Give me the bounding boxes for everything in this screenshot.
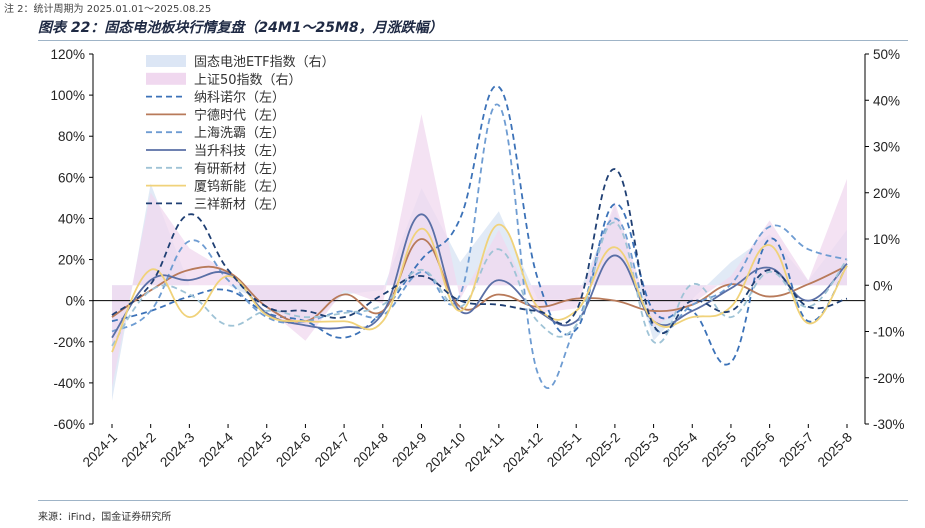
x-tick-label: 2025-2 [583,430,623,470]
x-tick-label: 2025-6 [737,430,777,470]
legend-label: 宁德时代（左） [194,107,285,123]
left-tick-label: 100% [50,88,85,103]
x-tick-label: 2024-5 [235,430,275,470]
x-tick-label: 2025-8 [815,430,855,470]
left-tick-label: 20% [58,253,85,268]
left-tick-label: 80% [58,129,85,144]
x-tick-label: 2024-7 [312,430,352,470]
x-tick-label: 2024-4 [196,429,237,470]
legend-swatch [146,55,186,67]
chart-title: 图表 22：固态电池板块行情复盘（24M1～25M8，月涨跌幅） [38,20,443,36]
left-tick-label: -40% [53,376,85,391]
legend-label: 厦钨新能（左） [194,179,285,195]
line-series-1 [111,85,848,366]
x-tick-label: 2024-11 [462,430,507,475]
legend-label: 纳科诺尔（左） [194,91,285,106]
x-tick-label: 2024-12 [500,430,546,476]
left-tick-label: 60% [58,170,85,185]
x-tick-label: 2025-1 [544,430,584,470]
right-tick-label: -30% [873,417,905,432]
legend-label: 上海洗霸（左） [194,126,285,141]
x-tick-label: 2024-6 [273,430,313,470]
right-tick-label: -10% [873,325,905,340]
right-tick-label: 20% [873,186,900,201]
left-tick-label: -20% [53,335,85,350]
line-series-3 [111,103,848,390]
source-divider [38,500,908,501]
source-note: 来源：iFind，国金证券研究所 [38,512,172,523]
line-series-7 [111,168,848,335]
x-tick-label: 2024-3 [157,430,197,470]
right-tick-label: 30% [873,140,900,155]
x-tick-label: 2024-10 [423,430,469,476]
legend-swatch [146,72,186,85]
line-series-6 [111,223,848,353]
line-series-2 [111,238,848,323]
legend-label: 上证50指数（右） [194,73,302,88]
x-tick-label: 2024-1 [80,430,120,470]
x-tick-label: 2024-8 [351,430,391,470]
right-tick-label: 40% [873,93,900,108]
legend-label: 固态电池ETF指数（右） [194,55,335,70]
left-tick-label: 120% [50,47,85,62]
right-tick-label: 50% [873,47,900,62]
right-tick-label: 10% [873,232,900,247]
left-tick-label: -60% [53,417,85,432]
right-tick-label: -20% [873,371,905,386]
title-divider [38,40,908,41]
left-tick-label: 0% [65,294,85,309]
x-tick-label: 2025-4 [660,429,701,470]
footnote: 注 2：统计周期为 2025.01.01～2025.08.25 [4,4,212,15]
x-tick-label: 2025-5 [699,430,739,470]
legend-label: 三祥新材（左） [194,196,285,212]
area-series-1 [112,183,847,401]
right-tick-label: 0% [873,278,893,293]
left-tick-label: 40% [58,211,85,226]
x-tick-label: 2025-7 [776,430,816,470]
legend-label: 当升科技（左） [194,144,285,159]
x-tick-label: 2024-2 [118,430,158,470]
legend-label: 有研新材（左） [194,161,285,177]
line-series-5 [111,221,848,347]
x-tick-label: 2025-3 [621,430,661,470]
